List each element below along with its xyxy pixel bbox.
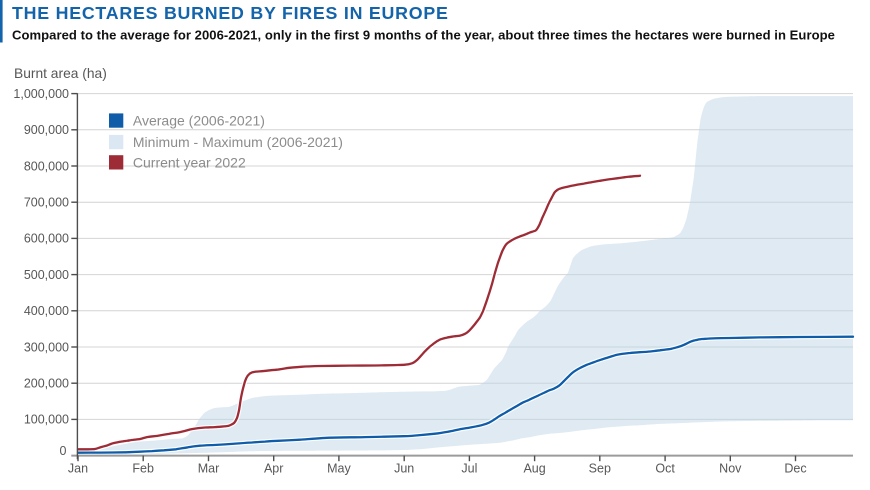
svg-text:800,000: 800,000 (24, 159, 69, 173)
svg-text:500,000: 500,000 (24, 268, 69, 282)
svg-text:May: May (327, 462, 351, 476)
svg-text:Average (2006-2021): Average (2006-2021) (133, 113, 265, 129)
svg-text:Mar: Mar (198, 462, 220, 476)
svg-text:600,000: 600,000 (24, 232, 69, 246)
svg-text:Burnt area (ha): Burnt area (ha) (14, 66, 107, 81)
svg-text:300,000: 300,000 (24, 340, 69, 354)
svg-text:900,000: 900,000 (24, 123, 69, 137)
svg-text:Jun: Jun (394, 462, 414, 476)
svg-text:700,000: 700,000 (24, 196, 69, 210)
svg-text:Current year 2022: Current year 2022 (133, 154, 246, 170)
svg-text:Feb: Feb (132, 462, 154, 476)
svg-text:Sep: Sep (589, 462, 611, 476)
svg-text:Jul: Jul (461, 462, 477, 476)
svg-text:Dec: Dec (784, 462, 806, 476)
svg-text:Nov: Nov (719, 462, 742, 476)
svg-text:Compared to the average for 20: Compared to the average for 2006-2021, o… (12, 28, 835, 43)
svg-text:Apr: Apr (264, 462, 283, 476)
svg-text:100,000: 100,000 (24, 413, 69, 427)
svg-text:0: 0 (60, 444, 67, 458)
svg-text:Oct: Oct (655, 462, 675, 476)
svg-text:Minimum - Maximum (2006-2021): Minimum - Maximum (2006-2021) (133, 134, 343, 150)
svg-text:Jan: Jan (68, 462, 88, 476)
svg-text:1,000,000: 1,000,000 (13, 87, 69, 101)
svg-text:400,000: 400,000 (24, 304, 69, 318)
svg-text:Aug: Aug (523, 462, 545, 476)
svg-text:200,000: 200,000 (24, 377, 69, 391)
svg-text:THE HECTARES BURNED BY FIRES I: THE HECTARES BURNED BY FIRES IN EUROPE (12, 3, 449, 23)
